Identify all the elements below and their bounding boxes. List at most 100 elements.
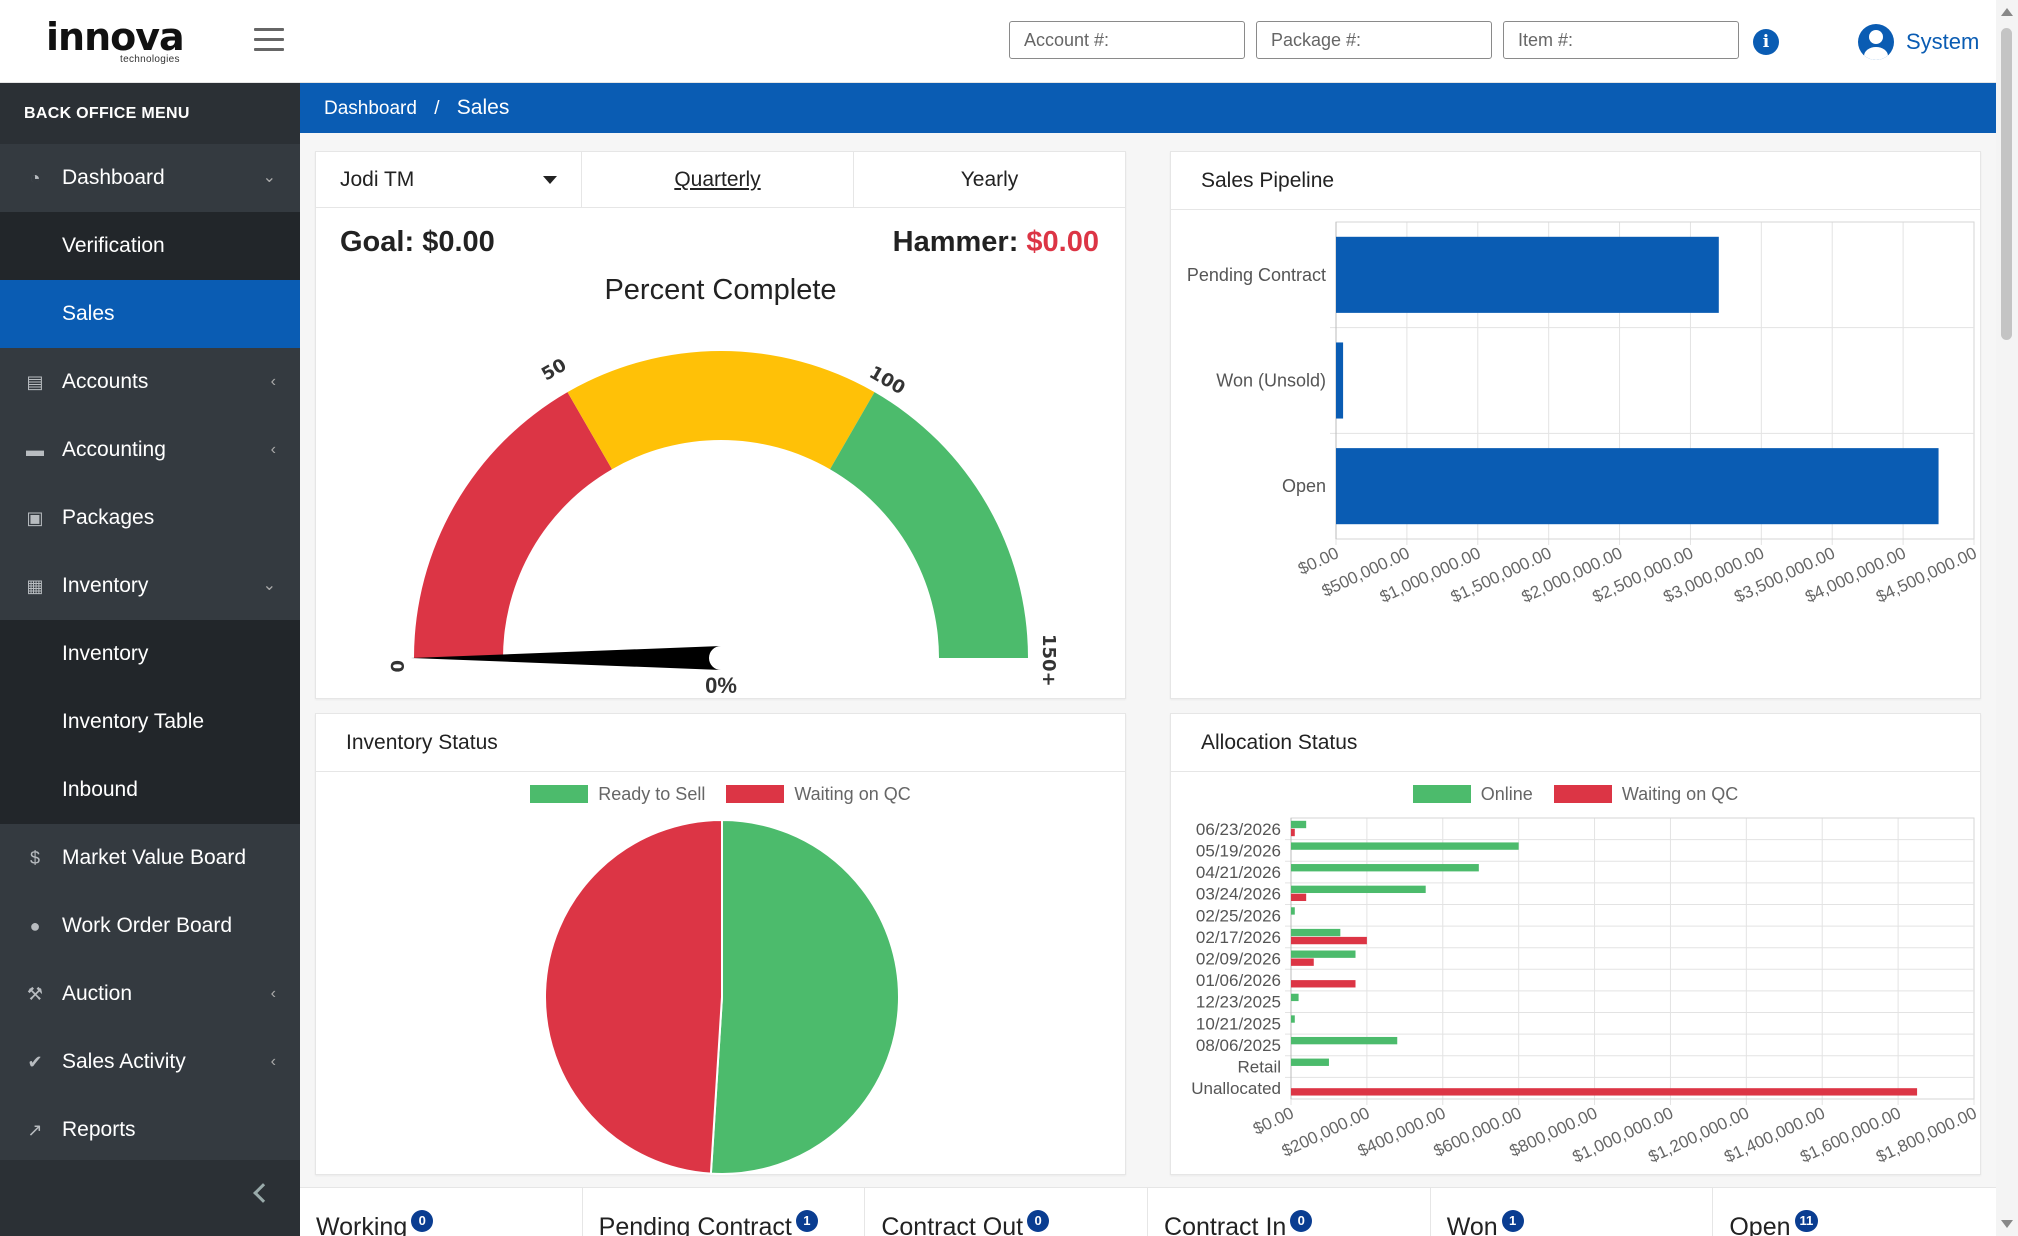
chevron-left-icon: ‹: [270, 985, 276, 1002]
innova-logo[interactable]: innova technologies: [46, 18, 186, 65]
sidebar-collapse-button[interactable]: [0, 1160, 300, 1236]
sidebar-item-inventory-sub[interactable]: Inventory: [0, 620, 300, 688]
stat-contract-out[interactable]: Contract Out 0: [865, 1188, 1149, 1236]
inventory-status-card: Inventory Status Ready to Sell Waiting o…: [315, 713, 1126, 1175]
sidebar-title: BACK OFFICE MENU: [0, 83, 300, 144]
chevron-down-icon: ⌄: [262, 577, 276, 594]
legend-waiting-on-qc[interactable]: Waiting on QC: [1621, 784, 1739, 804]
user-menu[interactable]: System: [1858, 22, 1979, 62]
goal-label: Goal:: [340, 226, 415, 258]
clipboard-check-icon: ✔: [27, 1052, 43, 1072]
stat-won[interactable]: Won 1: [1431, 1188, 1714, 1236]
sidebar-item-auction[interactable]: ⚒ Auction ‹: [0, 960, 300, 1028]
sidebar-item-reports[interactable]: ↗ Reports: [0, 1096, 300, 1164]
user-select-dropdown[interactable]: Jodi TM: [316, 152, 582, 208]
worker-icon: ●: [29, 916, 41, 936]
sidebar-item-label: Accounts: [62, 370, 149, 393]
y-tick-label: 02/17/2026: [1196, 928, 1281, 947]
stat-pending-contract[interactable]: Pending Contract 1: [583, 1188, 866, 1236]
tab-yearly[interactable]: Yearly: [853, 152, 1125, 207]
info-icon[interactable]: i: [1753, 29, 1779, 55]
sidebar-item-dashboard[interactable]: ◔ Dashboard ⌄: [0, 144, 300, 212]
logo-subtitle: technologies: [120, 54, 180, 65]
y-tick-label: 05/19/2026: [1196, 841, 1281, 860]
y-tick-label: 08/06/2025: [1196, 1036, 1281, 1055]
bar-1: [1291, 893, 1307, 902]
package-search-input[interactable]: [1256, 21, 1492, 59]
gauge-value-label: 0%: [705, 673, 737, 698]
bar-0: [1291, 907, 1295, 915]
sidebar-item-label: Reports: [62, 1118, 136, 1141]
gauge-icon: ◔: [29, 168, 41, 188]
gauge-title: Percent Complete: [604, 274, 837, 306]
sidebar-item-label: Auction: [62, 982, 133, 1005]
sidebar-item-inventory[interactable]: ▦ Inventory ⌄: [0, 552, 300, 620]
tab-quarterly[interactable]: Quarterly: [674, 168, 761, 191]
sidebar-item-accounts[interactable]: ▤ Accounts ‹: [0, 348, 300, 416]
gauge-segment-green: [830, 392, 1028, 658]
bar: [1336, 342, 1344, 419]
stat-label: Won: [1446, 1213, 1498, 1236]
chevron-left-icon: ‹: [270, 1053, 276, 1070]
sidebar-item-label: Sales Activity: [62, 1050, 186, 1073]
breadcrumb-separator: /: [434, 98, 440, 119]
sidebar-item-label: Dashboard: [62, 166, 165, 189]
bar-1: [1291, 828, 1295, 837]
bar-1: [1291, 958, 1314, 966]
sales-pipeline-title: Sales Pipeline: [1171, 152, 1980, 210]
legend-waiting-on-qc[interactable]: Waiting on QC: [794, 784, 911, 804]
legend-swatch-waiting: [726, 785, 785, 803]
sidebar-item-inventory-table[interactable]: Inventory Table: [0, 688, 300, 756]
sidebar-item-market-value-board[interactable]: $ Market Value Board: [0, 824, 300, 892]
bar-0: [1291, 820, 1307, 829]
sidebar-item-sales-activity[interactable]: ✔ Sales Activity ‹: [0, 1028, 300, 1096]
stat-working[interactable]: Working 0: [300, 1188, 583, 1236]
item-search-input[interactable]: [1503, 21, 1739, 59]
sidebar-item-accounting[interactable]: ▬ Accounting ‹: [0, 416, 300, 484]
scroll-up-arrow-icon[interactable]: [2001, 8, 2013, 16]
allocation-status-card: Allocation Status Online Waiting on QC 0…: [1170, 713, 1981, 1175]
scrollbar-thumb[interactable]: [2001, 28, 2012, 340]
gauge-segment-yellow: [567, 350, 875, 470]
y-tick-label: 02/25/2026: [1196, 906, 1281, 925]
dollar-chat-icon: $: [29, 848, 40, 868]
sidebar-item-packages[interactable]: ▣ Packages: [0, 484, 300, 552]
y-tick-label: 01/06/2026: [1196, 971, 1281, 990]
sidebar-item-inbound[interactable]: Inbound: [0, 756, 300, 824]
account-search-input[interactable]: [1009, 21, 1245, 59]
sidebar-item-sales[interactable]: Sales: [0, 280, 300, 348]
stat-contract-in[interactable]: Contract In 0: [1148, 1188, 1431, 1236]
goal-amount: Goal: $0.00: [340, 226, 495, 259]
chevron-left-icon: [253, 1183, 273, 1203]
sidebar-item-label: Inbound: [62, 778, 138, 801]
chevron-down-icon: ⌄: [262, 169, 276, 186]
y-tick-label: 02/09/2026: [1196, 950, 1281, 969]
stat-count-badge: 1: [1501, 1210, 1524, 1232]
top-bar: innova technologies i System: [0, 0, 1996, 83]
page-scrollbar[interactable]: [1996, 0, 2018, 1236]
y-tick-label: Unallocated: [1191, 1079, 1281, 1098]
sidebar-item-label: Inventory Table: [62, 710, 205, 733]
bar-0: [1291, 842, 1519, 850]
chevron-left-icon: ‹: [270, 441, 276, 458]
stat-count-badge: 1: [795, 1210, 818, 1232]
pie-slice-1: [544, 818, 723, 1175]
scroll-down-arrow-icon[interactable]: [2001, 1220, 2013, 1228]
sidebar-item-work-order-board[interactable]: ● Work Order Board: [0, 892, 300, 960]
stat-label: Contract In: [1164, 1213, 1287, 1236]
sidebar-item-label: Verification: [62, 234, 165, 257]
sidebar-item-label: Inventory: [62, 642, 149, 665]
legend-ready-to-sell[interactable]: Ready to Sell: [598, 784, 706, 804]
gauge-chart: 0 50 100 150+ 0%: [386, 350, 1059, 698]
stat-count-badge: 0: [1290, 1210, 1313, 1232]
breadcrumb: Dashboard / Sales: [300, 83, 1996, 133]
breadcrumb-dashboard-link[interactable]: Dashboard: [324, 98, 417, 119]
inventory-legend: Ready to Sell Waiting on QC: [316, 784, 1125, 805]
sidebar-item-verification[interactable]: Verification: [0, 212, 300, 280]
legend-online[interactable]: Online: [1480, 784, 1533, 804]
goal-tabs: Jodi TM Quarterly Yearly: [316, 152, 1125, 208]
plot-frame: [1290, 817, 1975, 1100]
legend-swatch-ready: [530, 785, 589, 803]
hamburger-menu-icon[interactable]: [254, 28, 284, 52]
stat-open[interactable]: Open 11: [1713, 1188, 1996, 1236]
